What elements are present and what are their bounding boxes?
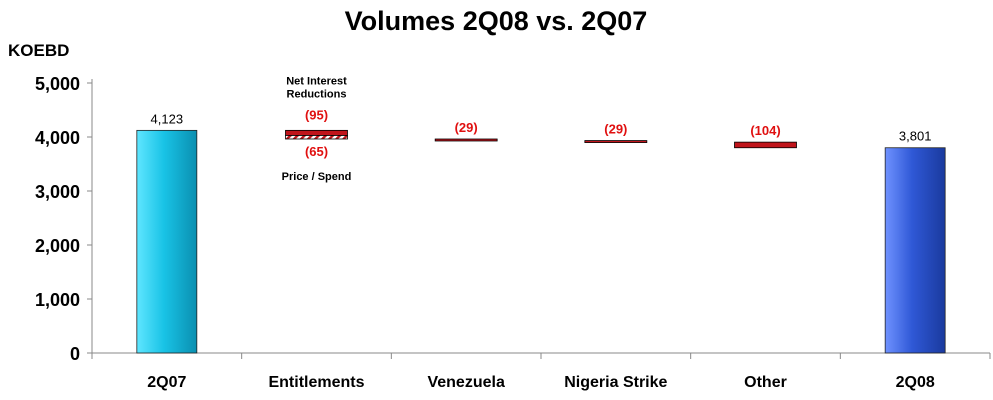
y-tick-label: 4,000: [35, 128, 80, 148]
y-tick-label: 1,000: [35, 290, 80, 310]
y-tick-label: 5,000: [35, 74, 80, 94]
delta-bar-net-interest: [285, 129, 348, 136]
delta-bar-Other: [734, 141, 797, 149]
x-tick-label: Nigeria Strike: [564, 374, 667, 391]
data-label: 4,123: [151, 111, 184, 126]
x-tick-label: 2Q08: [896, 374, 935, 391]
annotation-reductions: Reductions: [287, 88, 347, 100]
y-tick-label: 3,000: [35, 182, 80, 202]
axes: 0 1,000 2,000 3,000 4,000 5,000 2Q07 Entitlemen…: [35, 74, 991, 391]
delta-bar-price-spend: [285, 135, 348, 140]
data-label: (104): [750, 123, 780, 138]
bars: [136, 129, 946, 354]
total-bar-2Q07: [136, 129, 198, 354]
chart-title: Volumes 2Q08 vs. 2Q07: [345, 6, 648, 36]
data-label: 3,801: [899, 129, 932, 144]
y-tick-label: 0: [70, 344, 80, 364]
x-tick-label: 2Q07: [147, 374, 186, 391]
delta-bar-Nigeria Strike: [584, 140, 648, 143]
x-tick-label: Entitlements: [268, 374, 364, 391]
data-label: (29): [604, 122, 627, 137]
total-bar-2Q08: [884, 147, 946, 354]
x-tick-label: Venezuela: [427, 374, 504, 391]
data-label: (65): [305, 144, 328, 159]
delta-bar-Venezuela: [434, 138, 498, 142]
y-axis-label: KOEBD: [8, 41, 69, 60]
data-label: (29): [455, 120, 478, 135]
annotation-price-spend: Price / Spend: [282, 171, 352, 183]
y-tick-label: 2,000: [35, 236, 80, 256]
data-label: (95): [305, 107, 328, 122]
annotation-net-interest: Net Interest: [286, 75, 347, 87]
x-tick-label: Other: [744, 374, 787, 391]
